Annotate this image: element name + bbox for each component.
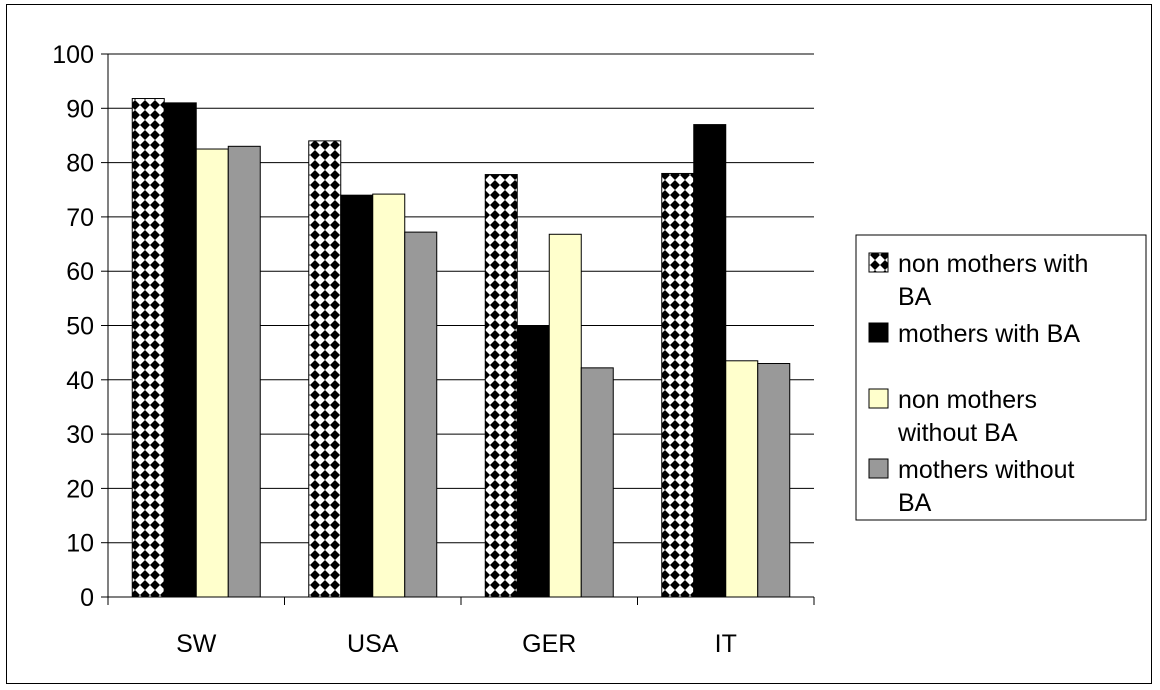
y-tick-label-10: 10 bbox=[66, 530, 94, 558]
y-tick-label-60: 60 bbox=[66, 258, 94, 286]
bar-sw-series-3 bbox=[227, 145, 261, 598]
bar-ger-series-1 bbox=[516, 325, 550, 598]
bar-sw-series-1 bbox=[163, 102, 197, 598]
bar-usa-series-1 bbox=[340, 194, 374, 598]
legend: non mothers with BA mothers with BA non mot… bbox=[855, 234, 1147, 521]
legend-swatch-1 bbox=[868, 322, 889, 343]
legend-swatch-0 bbox=[868, 252, 889, 273]
x-tick-label-usa: USA bbox=[347, 630, 399, 658]
bars bbox=[131, 98, 791, 598]
y-tick-label-20: 20 bbox=[66, 475, 94, 503]
y-tick-label-80: 80 bbox=[66, 150, 94, 178]
y-tick-label-50: 50 bbox=[66, 313, 94, 341]
x-tick-label-it: IT bbox=[715, 630, 737, 658]
bar-it-series-2 bbox=[725, 360, 759, 598]
x-tick-labels: SW USA GER IT bbox=[176, 630, 737, 658]
legend-swatch-2 bbox=[868, 388, 889, 409]
axes bbox=[101, 53, 815, 605]
legend-label-3-line-1: BA bbox=[898, 489, 932, 517]
y-tick-label-30: 30 bbox=[66, 421, 94, 449]
bar-sw-series-2 bbox=[195, 148, 229, 598]
x-tick-label-ger: GER bbox=[522, 630, 576, 658]
bar-it-series-0 bbox=[661, 172, 695, 598]
bar-ger-series-2 bbox=[548, 233, 582, 598]
y-tick-label-40: 40 bbox=[66, 367, 94, 395]
bar-ger-series-0 bbox=[484, 174, 518, 598]
legend-label-0-line-1: BA bbox=[898, 283, 932, 311]
bar-usa-series-2 bbox=[372, 193, 406, 598]
y-tick-label-70: 70 bbox=[66, 204, 94, 232]
y-tick-label-0: 0 bbox=[80, 584, 94, 612]
bar-usa-series-3 bbox=[404, 231, 438, 598]
y-tick-label-100: 100 bbox=[52, 41, 94, 69]
legend-box bbox=[855, 234, 1147, 521]
bar-usa-series-0 bbox=[308, 140, 342, 598]
legend-label-3-line-0: mothers without bbox=[898, 456, 1075, 484]
x-tick-label-sw: SW bbox=[176, 630, 217, 658]
legend-swatch-3 bbox=[868, 458, 889, 479]
bar-it-series-3 bbox=[757, 363, 791, 598]
y-tick-label-90: 90 bbox=[66, 95, 94, 123]
legend-label-2-line-0: non mothers bbox=[898, 386, 1037, 414]
legend-label-2-line-1: without BA bbox=[897, 419, 1018, 447]
bar-it-series-1 bbox=[693, 124, 727, 598]
bar-sw-series-0 bbox=[131, 98, 165, 598]
legend-label-0-line-0: non mothers with bbox=[898, 250, 1088, 278]
bar-ger-series-3 bbox=[580, 367, 614, 598]
legend-label-1-line-0: mothers with BA bbox=[898, 320, 1080, 348]
y-tick-labels: 0 10 20 30 40 50 60 70 80 90 100 bbox=[52, 41, 94, 612]
